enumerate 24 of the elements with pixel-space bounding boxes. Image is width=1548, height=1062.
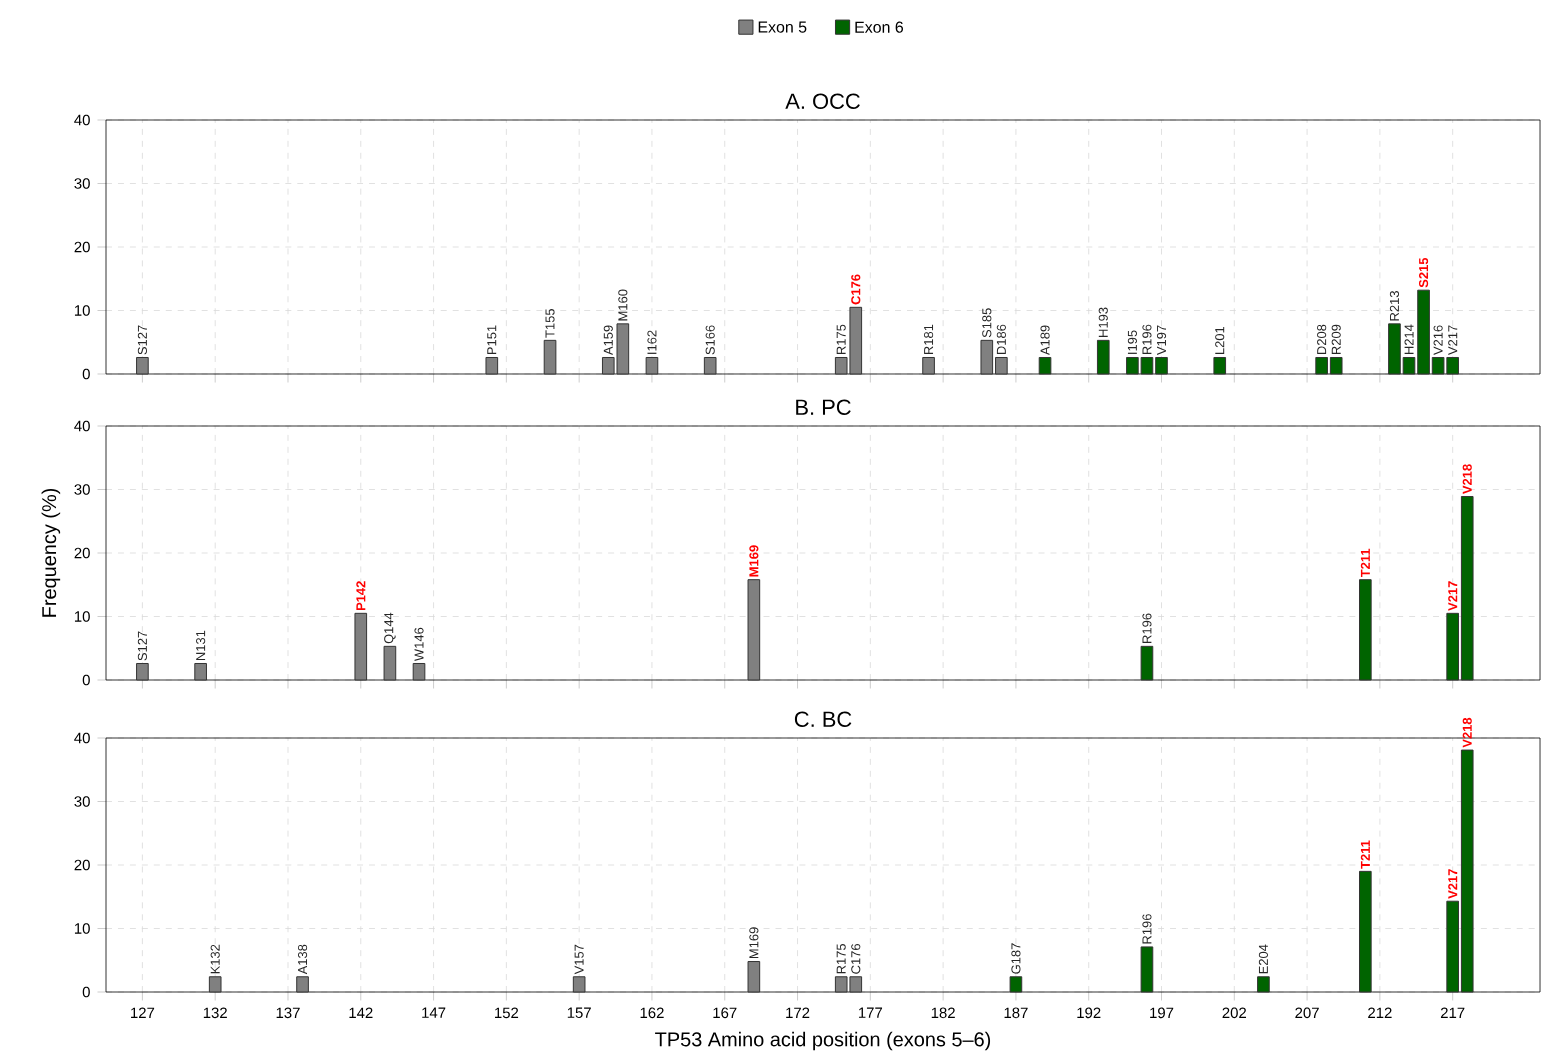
bar: [412, 662, 426, 681]
bar: [383, 645, 397, 681]
x-axis-title: TP53 Amino acid position (exons 5–6): [655, 1031, 991, 1051]
bar: [922, 356, 935, 375]
bar: [485, 356, 499, 375]
bar: [747, 579, 761, 681]
bar: [1359, 870, 1372, 993]
chart-title: C. BC: [794, 711, 852, 727]
y-axis-title: Frequency (%): [41, 488, 61, 617]
bar: [1140, 946, 1154, 993]
bar: [1213, 356, 1227, 375]
bar: [1038, 356, 1052, 375]
chart-title: B. PC: [796, 399, 851, 415]
bar: [296, 976, 309, 993]
bar: [1140, 645, 1154, 681]
bar: [1257, 976, 1270, 993]
bar: [1096, 339, 1110, 375]
bar: [543, 339, 557, 375]
bar: [194, 662, 207, 681]
bar: [703, 356, 717, 375]
bar: [747, 961, 761, 993]
bar: [1009, 976, 1023, 993]
chart-title: A. OCC: [785, 93, 860, 109]
bar: [1359, 579, 1372, 681]
